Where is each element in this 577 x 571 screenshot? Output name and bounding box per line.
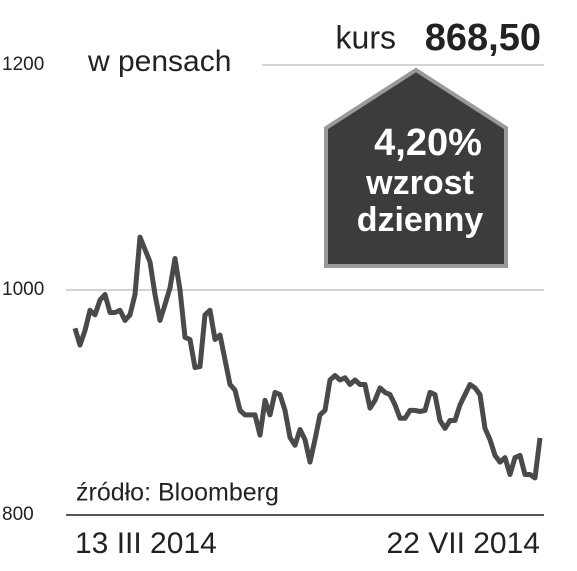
label-backdrop [0,40,262,88]
y-tick-label: 1200 [2,54,44,75]
badge [324,67,508,268]
price-line [72,234,543,481]
badge-text: dzienny [357,201,484,239]
y-tick-label: 800 [2,504,34,525]
y-tick-label: 1000 [2,279,44,300]
plot [72,234,543,481]
price-value: 868,50 [425,17,541,59]
badge-text: wzrost [365,164,474,202]
x-tick-label: 22 VII 2014 [387,527,540,560]
price-label: kurs [336,19,396,55]
y-axis-label: w pensach [87,45,231,78]
source: źródło: Bloomberg [76,479,279,507]
badge-change: 4,20% [374,122,482,164]
x-tick-label: 13 III 2014 [75,527,217,560]
